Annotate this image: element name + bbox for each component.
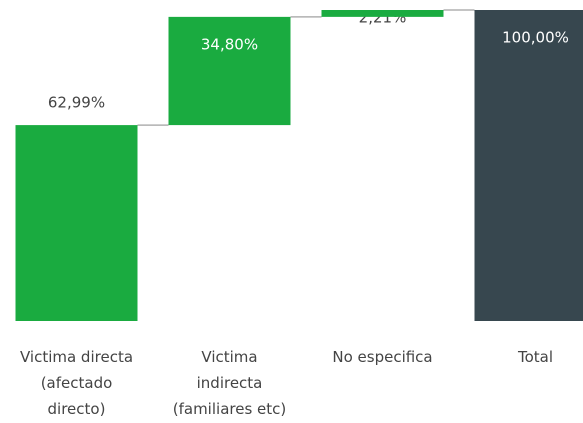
bar	[321, 10, 444, 17]
x-tick-label-line: Total	[517, 348, 553, 366]
x-tick-label-line: indirecta	[197, 374, 263, 392]
x-tick-label-line: Victima	[201, 348, 257, 366]
x-tick-label-line: Victima directa	[20, 348, 133, 366]
x-tick-label: Victima indirecta (familiares etc)	[173, 348, 287, 418]
x-tick-label: Victima directa (afectado directo)	[20, 348, 133, 418]
x-tick-label-line: (afectado	[41, 374, 113, 392]
bar	[15, 125, 138, 321]
x-tick-label-line: directo)	[48, 400, 106, 418]
value-label: 62,99%	[48, 94, 105, 112]
bar	[168, 16, 291, 126]
x-tick-label-line: (familiares etc)	[173, 400, 287, 418]
inner-labels: 34,80% 100,00%	[201, 29, 569, 54]
x-tick-label: No especifica	[332, 348, 432, 366]
x-tick-label-line: No especifica	[332, 348, 432, 366]
value-label: 34,80%	[201, 35, 258, 53]
total-bar	[474, 10, 583, 321]
bars	[15, 9, 583, 321]
value-label: 100,00%	[502, 29, 569, 47]
x-tick-label: Total	[517, 348, 553, 366]
